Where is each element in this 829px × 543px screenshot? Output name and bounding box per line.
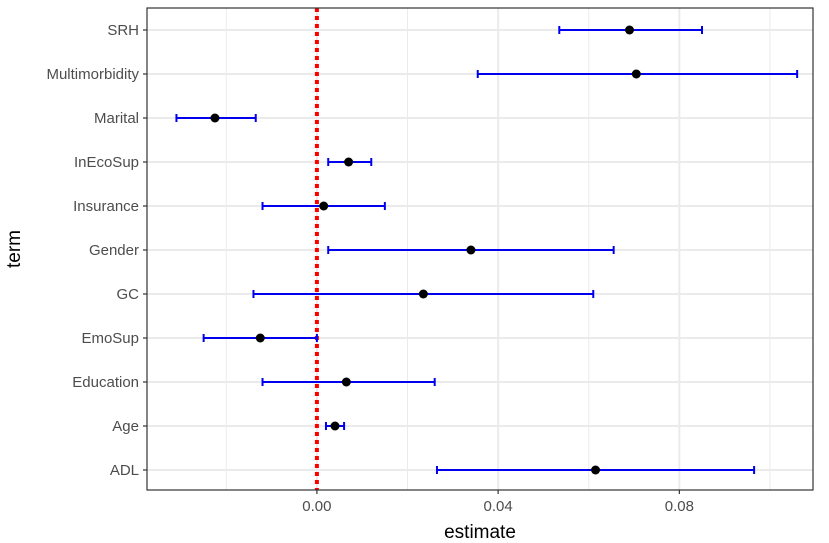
point-gender [466,245,476,255]
point-insurance [319,201,329,211]
y-tick-label: Education [72,374,139,391]
y-tick-label: ADL [110,462,139,479]
point-multimorbidity [631,69,641,79]
x-axis-title: estimate [444,522,516,543]
confidence-intervals [175,26,799,474]
point-age [330,421,340,431]
x-axis: 0.00 0.04 0.08 [302,490,694,515]
y-tick-label: Insurance [73,198,139,215]
point-gc [418,289,428,299]
y-tick-label: GC [117,286,140,303]
y-tick-label: Marital [94,110,139,127]
panel-grid [147,8,813,490]
point-education [341,377,351,387]
point-marital [210,113,220,123]
y-tick-label: Age [112,418,139,435]
point-inecosup [344,157,354,167]
x-tick-label: 0.08 [665,498,694,515]
y-axis-title: term [4,230,25,268]
x-tick-label: 0.00 [302,498,331,515]
point-emosup [255,333,265,343]
y-tick-label: EmoSup [81,330,139,347]
x-tick-label: 0.04 [484,498,513,515]
point-estimates [210,25,641,475]
y-tick-label: SRH [107,22,139,39]
point-adl [591,465,601,475]
y-tick-label: Gender [89,242,139,259]
point-srh [625,25,635,35]
y-axis: SRH Multimorbidity Marital InEcoSup Insuranc… [46,22,147,479]
panel-border [146,7,814,491]
y-tick-label: Multimorbidity [46,66,139,83]
y-tick-label: InEcoSup [74,154,139,171]
